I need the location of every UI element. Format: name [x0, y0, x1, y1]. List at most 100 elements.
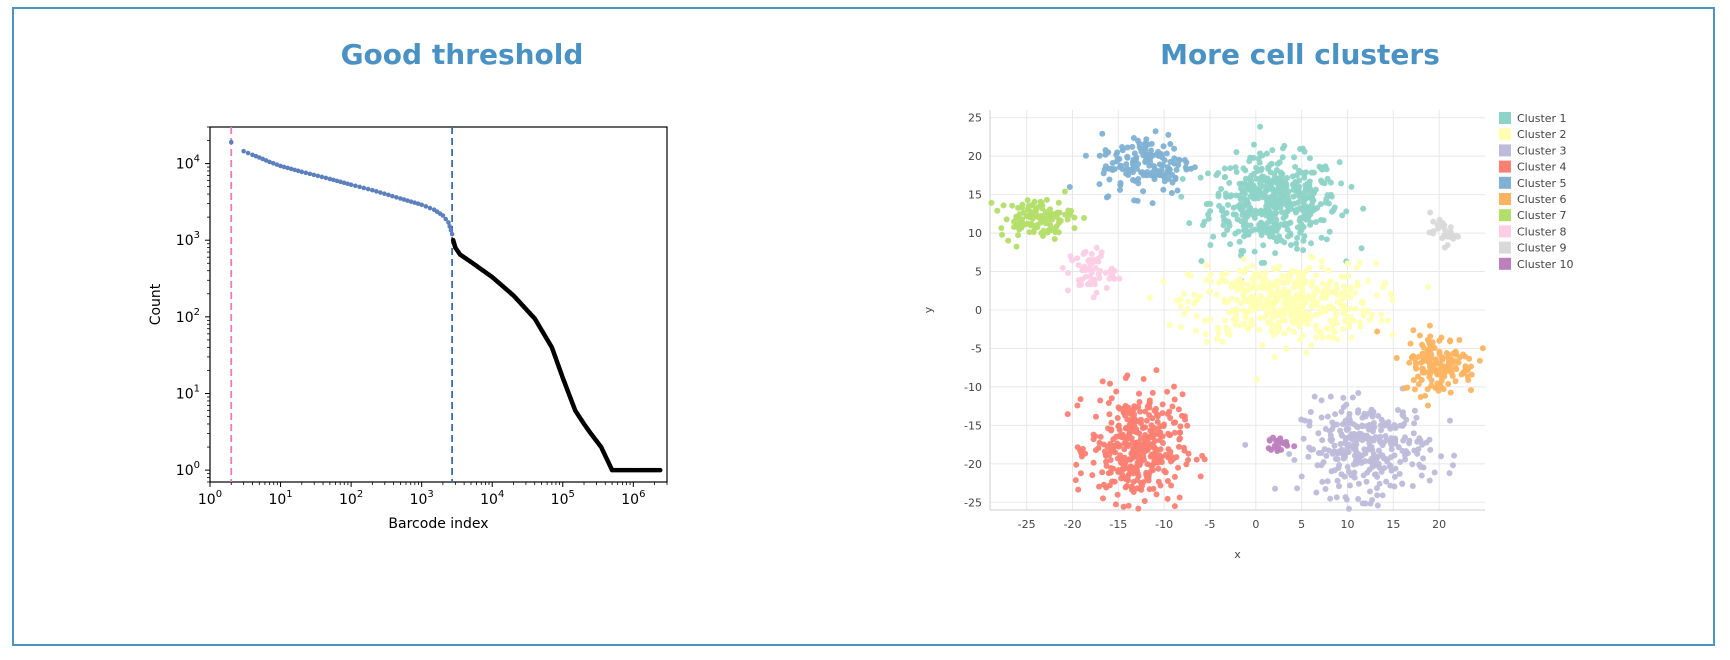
cluster-point [1379, 442, 1386, 449]
cluster-point [1238, 185, 1245, 192]
cluster-point [1269, 314, 1276, 321]
cluster-point [1426, 477, 1433, 484]
cluster-point [1300, 435, 1307, 442]
cluster-point [1115, 422, 1122, 429]
cluster-point [1227, 241, 1234, 248]
cluster-point [1207, 271, 1214, 278]
cluster-point [1343, 421, 1350, 428]
cluster-point [1108, 446, 1115, 453]
cluster-point [1082, 273, 1089, 280]
y-tick-label: 102 [176, 307, 200, 326]
cluster-point [1009, 202, 1016, 209]
data-point [241, 148, 246, 154]
cluster-point [1333, 281, 1340, 288]
cluster-point [1223, 270, 1230, 277]
cluster-point [1171, 503, 1178, 510]
cluster-point [1300, 237, 1307, 244]
cluster-point [1117, 162, 1124, 169]
cluster-point [1264, 198, 1271, 205]
cluster-point [1120, 503, 1127, 510]
cluster-point [1322, 486, 1329, 493]
y-tick-label: -25 [964, 496, 982, 509]
cluster-point [1352, 289, 1359, 296]
cluster-point [1088, 250, 1095, 257]
cluster-point [1073, 461, 1080, 468]
data-point [274, 162, 280, 167]
data-point [288, 166, 294, 172]
cluster-point [1148, 452, 1155, 459]
cluster-point [1388, 446, 1395, 453]
x-tick-label: -20 [1064, 518, 1082, 531]
cluster-point [1122, 402, 1129, 409]
cluster-point [1160, 143, 1167, 150]
cluster-point [1306, 418, 1313, 425]
cluster-point [1113, 388, 1120, 395]
cluster-point [1232, 211, 1239, 218]
cluster-point [1156, 161, 1163, 168]
cluster-point [1281, 222, 1288, 229]
cluster-point [1191, 164, 1198, 171]
cluster-point [1404, 384, 1411, 391]
cluster-point [1284, 233, 1291, 240]
cluster-point [1346, 305, 1353, 312]
cluster-point [1222, 317, 1229, 324]
cluster-point [1359, 300, 1366, 307]
cluster-point [1072, 477, 1079, 484]
cluster-point [1191, 291, 1198, 298]
cluster-point [1329, 334, 1336, 341]
cluster-point [1103, 285, 1110, 292]
cluster-point [1090, 280, 1097, 287]
cluster-point [1353, 423, 1360, 430]
cluster-point [1371, 453, 1378, 460]
cluster-point [1441, 373, 1448, 380]
cluster-point [1140, 188, 1147, 195]
cluster-point [1356, 319, 1363, 326]
cluster-point [1244, 280, 1251, 287]
cluster-point [1232, 321, 1239, 328]
cluster-point [1379, 452, 1386, 459]
cluster-point [1096, 439, 1103, 446]
data-point [345, 181, 350, 187]
cluster-point [1220, 213, 1227, 220]
cluster-point [1279, 272, 1286, 279]
cluster-point [1135, 473, 1142, 480]
cluster-point [1340, 302, 1347, 309]
cluster-point [1313, 272, 1320, 279]
cluster-point [1090, 294, 1097, 301]
cluster-point [1126, 167, 1133, 174]
cluster-point [1274, 445, 1281, 452]
cluster-point [1420, 455, 1427, 462]
cluster-point [1247, 193, 1254, 200]
cluster-point [1252, 187, 1259, 194]
cluster-point [1342, 494, 1349, 501]
cluster-point [1215, 190, 1222, 197]
cluster-point [1130, 156, 1137, 163]
cluster-point [1244, 324, 1251, 331]
cluster-point [1059, 264, 1066, 271]
cluster-point [998, 225, 1005, 232]
data-point [278, 163, 283, 169]
cluster-point [1134, 429, 1141, 436]
cluster-point [1239, 212, 1246, 219]
cluster-point [1275, 328, 1282, 335]
legend-label: Cluster 3 [1517, 144, 1567, 157]
cluster-point [1399, 422, 1406, 429]
cluster-point [1081, 215, 1088, 222]
cluster-point [1465, 376, 1472, 383]
cluster-point [1244, 231, 1251, 238]
cluster-point [1151, 407, 1158, 414]
cluster-point [1325, 447, 1332, 454]
cluster-point [1103, 458, 1110, 465]
cluster-point [1146, 162, 1153, 169]
cluster-point [1136, 399, 1143, 406]
data-point [412, 200, 417, 205]
x-tick-label: -15 [1109, 518, 1127, 531]
data-point [390, 193, 395, 199]
cluster-point [1384, 317, 1391, 324]
cluster-point [1171, 145, 1178, 152]
cluster-point [1064, 287, 1071, 294]
data-point [398, 196, 403, 201]
cluster-point [1242, 216, 1249, 223]
cluster-point [1124, 144, 1131, 151]
legend-label: Cluster 9 [1517, 242, 1567, 255]
